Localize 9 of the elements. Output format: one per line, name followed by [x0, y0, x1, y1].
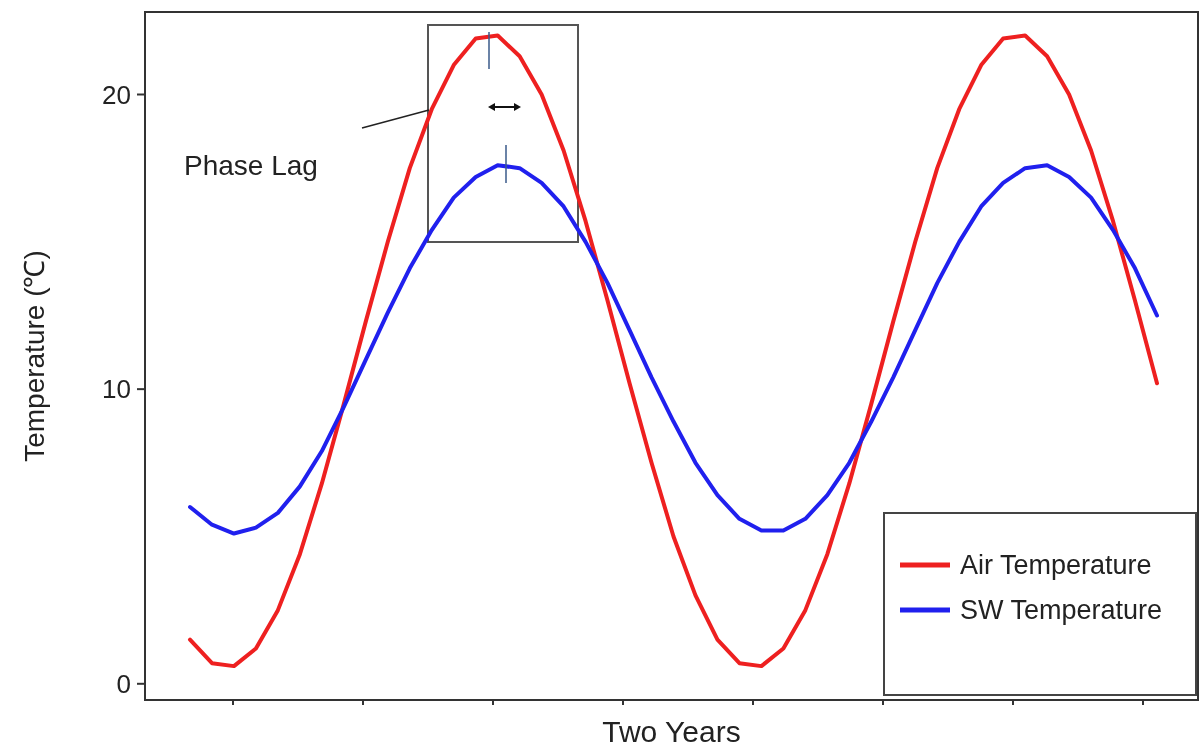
legend-label: Air Temperature	[960, 550, 1152, 581]
x-axis-title: Two Years	[602, 715, 741, 748]
line-series	[188, 33, 1159, 669]
y-tick-label: 10	[102, 374, 131, 405]
legend-label: SW Temperature	[960, 595, 1163, 626]
y-axis-title: Temperature (℃)	[19, 250, 50, 462]
y-tick-label: 0	[116, 668, 131, 699]
y-tick-label: 20	[102, 79, 131, 110]
annotation: Phase Lag	[184, 150, 318, 181]
